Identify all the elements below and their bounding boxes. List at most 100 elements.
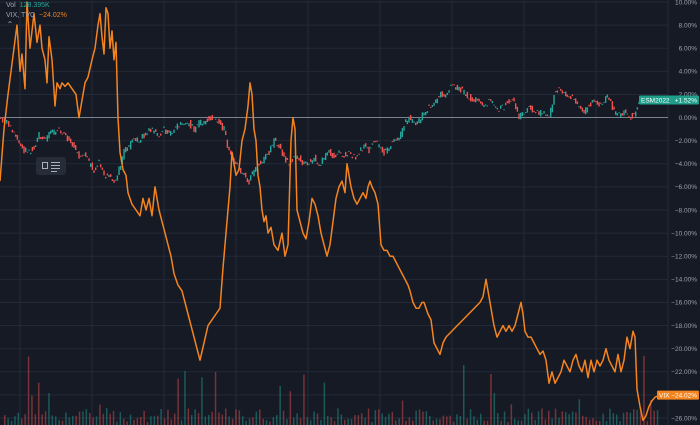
esm2022-candle <box>61 133 64 135</box>
esm2022-candle <box>621 113 624 116</box>
esm2022-candle <box>336 153 339 155</box>
volume-bar <box>296 413 298 425</box>
esm2022-candle <box>451 84 454 86</box>
volume-bar <box>248 418 251 425</box>
esm2022-candle <box>93 170 95 173</box>
esm2022-candle <box>221 122 224 131</box>
esm2022-candle <box>220 120 222 125</box>
esm2022-candle <box>610 99 612 102</box>
esm2022-candle <box>541 113 544 115</box>
volume-bar <box>255 411 258 425</box>
volume-bar <box>245 420 247 425</box>
esm2022-candle <box>141 134 144 139</box>
volume-bar <box>378 409 380 425</box>
volume-bar <box>187 408 190 425</box>
y-tick-label: 0.00% <box>679 115 698 122</box>
esm2022-candle <box>500 105 502 109</box>
esm2022-candle <box>26 151 29 153</box>
esm2022-candle <box>28 149 30 151</box>
esm2022-candle <box>268 150 270 155</box>
esm2022-candle <box>145 132 147 136</box>
volume-bar <box>344 419 346 425</box>
esm2022-candle <box>480 101 482 104</box>
volume-bar <box>333 421 336 425</box>
esm2022-candle <box>338 150 340 153</box>
volume-bar <box>112 410 115 425</box>
esm2022-candle <box>90 163 92 168</box>
volume-bar <box>592 418 594 425</box>
esm2022-candle <box>236 162 239 165</box>
esm2022-candle <box>243 173 245 175</box>
esm2022-candle <box>531 105 534 113</box>
volume-bar <box>490 373 492 425</box>
esm2022-candle <box>345 151 347 157</box>
esm2022-candle <box>73 142 75 148</box>
volume-bar <box>639 408 642 425</box>
esm2022-candle <box>463 89 465 95</box>
volume-bar <box>422 411 424 425</box>
esm2022-candle <box>288 164 290 166</box>
esm2022-candle <box>265 153 267 160</box>
volume-bar <box>89 413 91 425</box>
esm2022-candle <box>628 116 630 118</box>
volume-bar <box>214 372 217 425</box>
esm2022-candle <box>446 92 449 95</box>
esm2022-candle <box>476 98 479 101</box>
esm2022-candle <box>40 137 42 139</box>
volume-bar <box>395 420 397 425</box>
esm2022-candle <box>195 126 197 133</box>
volume-bar <box>432 420 434 425</box>
esm2022-candle <box>131 139 134 143</box>
chevron-up-icon[interactable]: ⌃ <box>6 20 14 29</box>
volume-bar <box>140 417 142 425</box>
esm2022-candle <box>128 145 130 147</box>
esm2022-candle <box>156 132 159 136</box>
esm2022-candle <box>281 149 284 156</box>
esm2022-candle <box>121 156 124 164</box>
volume-bar <box>636 409 638 425</box>
esm2022-candle <box>556 90 559 93</box>
volume-bar <box>293 417 295 425</box>
bar-pattern-tool-button[interactable] <box>36 157 66 175</box>
esm2022-candle <box>63 131 65 134</box>
esm2022-candle <box>546 114 549 117</box>
esm2022-candle <box>241 172 244 174</box>
esm2022-candle <box>588 104 590 107</box>
esm2022-candle <box>363 144 365 149</box>
esm2022-candle <box>495 106 497 108</box>
esm2022-candle <box>258 163 260 166</box>
esm2022-candle <box>251 171 254 175</box>
esm2022-candle <box>43 136 45 139</box>
esm2022-candle <box>636 107 639 110</box>
esm2022-candle <box>138 141 140 143</box>
esm2022-candle <box>106 173 109 176</box>
volume-bar <box>316 413 319 425</box>
volume-bar <box>75 415 77 425</box>
esm2022-candle <box>75 145 77 151</box>
esm2022-candle <box>543 110 545 114</box>
esm2022-candle <box>293 156 295 158</box>
esm2022-candle <box>430 106 432 108</box>
volume-bar <box>507 421 509 425</box>
esm2022-candle <box>395 139 397 141</box>
volume-bar <box>653 410 655 425</box>
y-tick-label: 6.00% <box>679 46 698 53</box>
volume-bar <box>68 417 71 425</box>
volume-bar <box>405 420 407 425</box>
volume-bar <box>330 417 332 425</box>
volume-bar <box>225 408 227 425</box>
volume-bar <box>384 416 387 425</box>
esm2022-candle <box>508 99 510 104</box>
volume-bar <box>517 420 519 425</box>
y-tick-label: −26.00% <box>671 415 697 422</box>
esm2022-candle <box>593 99 595 102</box>
esm2022-candle <box>210 116 212 121</box>
volume-bar <box>167 409 169 425</box>
volume-bar <box>503 411 506 425</box>
esm2022-candle <box>390 146 392 150</box>
esm2022-candle <box>6 119 8 124</box>
volume-bar <box>123 418 125 425</box>
esm2022-candle <box>335 154 337 158</box>
